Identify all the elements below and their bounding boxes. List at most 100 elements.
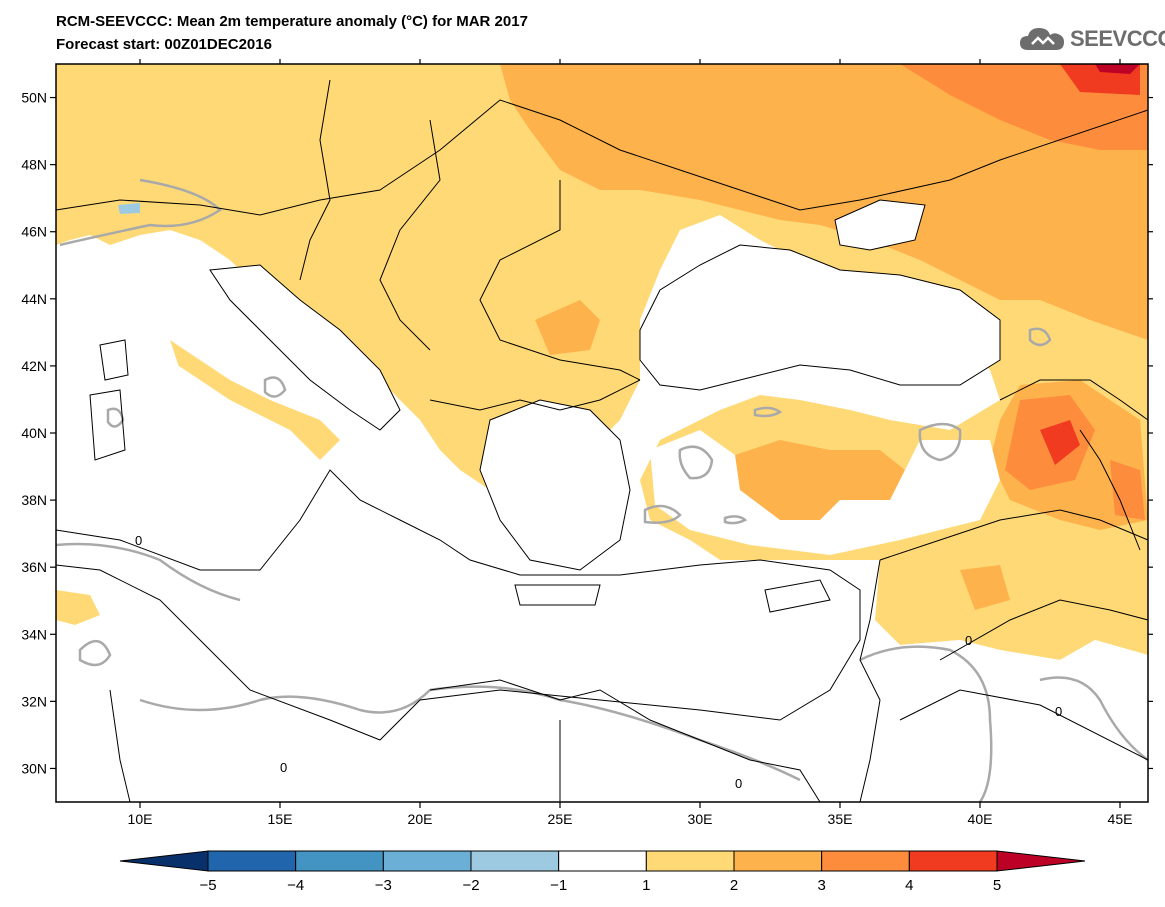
colorbar-segment <box>207 850 297 872</box>
lat-tick-label: 42N <box>21 358 47 374</box>
lon-tick-label: 20E <box>408 811 433 827</box>
lat-tick-label: 46N <box>21 224 47 240</box>
border-line <box>109 689 131 803</box>
coastline <box>209 264 401 431</box>
lon-tick-label: 15E <box>268 811 293 827</box>
cloud-icon <box>1020 28 1064 50</box>
colorbar-label: 4 <box>905 877 913 894</box>
colorbar: −5 −4 −3 −2 −1 1 2 3 4 5 <box>119 850 1086 894</box>
border-line <box>429 379 641 411</box>
colorbar-label: −4 <box>287 877 304 894</box>
zero-contour-line <box>78 640 112 667</box>
colorbar-label: 5 <box>993 877 1001 894</box>
zero-contour-line <box>1039 676 1149 762</box>
border-line <box>55 99 1149 216</box>
border-line <box>879 509 1149 561</box>
lat-tick-label: 48N <box>21 157 47 173</box>
zero-contour-line <box>55 542 241 602</box>
zero-contour-line <box>1028 327 1052 347</box>
coastline <box>834 199 926 251</box>
colorbar-label: 2 <box>730 877 738 894</box>
contour-label: 0 <box>965 633 972 648</box>
border-line <box>1079 429 1141 551</box>
anomaly-band-1-2-italy <box>170 340 340 460</box>
zero-contour-line <box>753 406 783 418</box>
border-line <box>899 689 1149 761</box>
border-line <box>379 119 441 351</box>
anomaly-band-4-5-east <box>1040 420 1080 465</box>
colorbar-label: −2 <box>462 877 479 894</box>
zero-contour-line <box>678 445 714 480</box>
lon-tick-label: 35E <box>828 811 853 827</box>
zero-contour-line <box>723 515 748 525</box>
colorbar-segment <box>295 850 384 872</box>
coastline <box>99 339 129 381</box>
contour-label: 0 <box>135 533 142 548</box>
zero-contour-line <box>263 376 287 398</box>
lat-tick-label: 50N <box>21 90 47 106</box>
border-line <box>299 79 331 281</box>
border-line <box>939 599 1149 661</box>
colorbar-segment <box>470 850 560 872</box>
azov-sea <box>835 200 925 250</box>
forecast-start: Forecast start: 00Z01DEC2016 <box>56 36 272 53</box>
logo-text: SEEVCCC <box>1070 26 1165 51</box>
contour-label: 0 <box>1055 704 1062 719</box>
colorbar-segment <box>821 850 910 872</box>
lon-tick-label: 10E <box>128 811 153 827</box>
anomaly-band-2-3-syria <box>960 565 1010 610</box>
anomaly-fill-layer <box>56 64 1148 802</box>
colorbar-segment <box>996 850 1086 872</box>
seevccc-logo: SEEVCCC <box>1018 22 1165 56</box>
colorbar-segment <box>119 850 209 872</box>
coastline <box>55 469 861 741</box>
colorbar-label: −5 <box>199 877 216 894</box>
zero-contour-line <box>106 407 125 428</box>
lon-tick-label: 45E <box>1108 811 1133 827</box>
border-line <box>479 180 641 381</box>
mediterranean-sea <box>56 470 860 740</box>
aegean-sea <box>480 400 630 570</box>
border-line <box>429 679 821 803</box>
africa-white-patch <box>56 640 1148 802</box>
lon-tick-label: 30E <box>688 811 713 827</box>
lat-tick-label: 44N <box>21 291 47 307</box>
lon-tick-label: 25E <box>548 811 573 827</box>
colorbar-segment <box>382 850 472 872</box>
lat-tick-label: 36N <box>21 559 47 575</box>
anomaly-band-3-4-iran <box>1110 460 1145 520</box>
longitude-axis: 10E 15E 20E 25E 30E 35E 40E 45E <box>128 59 1133 827</box>
anomaly-band-5-plus <box>1095 64 1140 74</box>
latitude-axis: 50N 48N 46N 44N 42N 40N 38N 36N 34N 32N 30N <box>21 90 1153 776</box>
anomaly-band-neg-alps <box>118 203 140 214</box>
anomaly-band-1-2-west <box>56 590 100 625</box>
contour-label: 0 <box>735 776 742 791</box>
colorbar-label: −3 <box>375 877 392 894</box>
zero-contour-line <box>59 178 222 247</box>
map-title: RCM-SEEVCCC: Mean 2m temperature anomaly… <box>56 13 528 30</box>
border-line <box>859 559 881 803</box>
anomaly-band-2-3 <box>500 64 1148 340</box>
coastline-layer <box>55 79 1149 803</box>
colorbar-label: −1 <box>550 877 567 894</box>
colorbar-segment <box>558 850 647 872</box>
black-sea <box>640 245 1000 390</box>
adriatic-sea <box>210 265 400 430</box>
colorbar-segment <box>908 850 998 872</box>
lat-tick-label: 32N <box>21 693 47 709</box>
colorbar-label: 1 <box>642 877 650 894</box>
colorbar-segment <box>733 850 823 872</box>
coastline <box>514 584 601 606</box>
colorbar-label: 3 <box>817 877 825 894</box>
lon-tick-label: 40E <box>968 811 993 827</box>
zero-contour-line <box>918 422 962 462</box>
border-line <box>999 379 1149 421</box>
colorbar-segment <box>645 850 735 872</box>
lat-tick-label: 30N <box>21 760 47 776</box>
lat-tick-label: 34N <box>21 626 47 642</box>
coastline <box>764 579 831 613</box>
anomaly-band-2-3-romania <box>535 300 600 355</box>
lat-tick-label: 38N <box>21 492 47 508</box>
coastline <box>639 244 1001 391</box>
